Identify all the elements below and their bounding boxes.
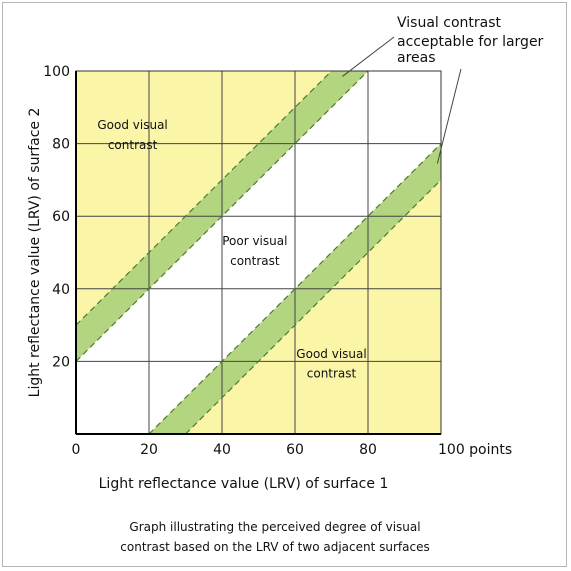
annotation-text: Visual contrast	[397, 15, 501, 31]
y-tick-label: 80	[52, 137, 70, 153]
x-tick-label: 80	[359, 442, 377, 458]
y-axis-title: Light reflectance value (LRV) of surface…	[27, 108, 43, 398]
band-edge-line	[75, 70, 332, 326]
region-label-good-lower: contrast	[307, 367, 357, 381]
band-edge-line	[75, 70, 369, 362]
y-tick-label: 60	[52, 209, 70, 225]
x-axis-title: Light reflectance value (LRV) of surface…	[99, 476, 389, 492]
band-edge-line	[185, 179, 442, 435]
x-tick-label: 20	[140, 442, 158, 458]
x-tick-label: 40	[213, 442, 231, 458]
figure-frame: 0 20 40 60 80 100 points 20 40 60 80 100 Light refl…	[2, 2, 567, 567]
figure-caption: contrast based on the LRV of two adjacen…	[120, 540, 429, 554]
y-tick-label: 100	[43, 64, 70, 80]
figure-caption: Graph illustrating the perceived degree …	[129, 520, 420, 534]
region-label-good-lower: Good visual	[296, 347, 366, 361]
x-tick-label: 60	[286, 442, 304, 458]
x-tick-label: 100 points	[438, 442, 512, 458]
region-label-poor: contrast	[230, 254, 280, 268]
lrv-contrast-chart: 0 20 40 60 80 100 points 20 40 60 80 100 Light refl…	[27, 15, 544, 554]
y-tick-label: 20	[52, 354, 70, 370]
band-edge-line	[148, 143, 442, 435]
region-label-good-upper: contrast	[108, 138, 158, 152]
y-tick-label: 40	[52, 282, 70, 298]
region-label-poor: Poor visual	[222, 234, 287, 248]
annotation-text: areas	[397, 50, 436, 66]
annotation-leader-lower	[436, 68, 462, 164]
x-tick-label: 0	[72, 442, 81, 458]
region-label-good-upper: Good visual	[97, 118, 167, 132]
annotation-text: acceptable for larger	[397, 34, 544, 50]
annotation-leader-upper	[342, 36, 395, 77]
